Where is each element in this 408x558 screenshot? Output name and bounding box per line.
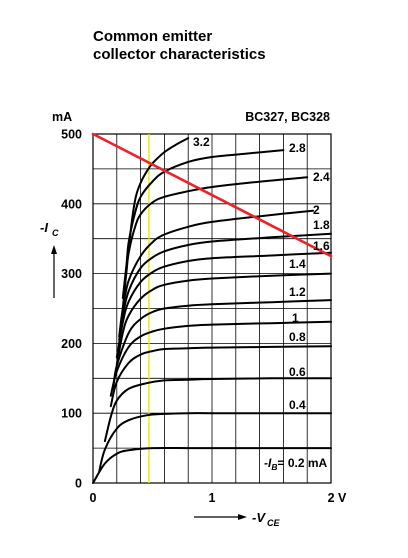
curve-ib-1-4 <box>115 272 332 366</box>
curve-ib-0-2 <box>92 446 332 484</box>
y-tick-label: 500 <box>61 128 82 142</box>
curve-ib-1-2 <box>112 299 332 390</box>
curve-label-ib-1-6: 1.6 <box>313 239 330 253</box>
curve-ib-0-4 <box>98 412 332 474</box>
y-tick-label: 0 <box>75 477 82 491</box>
curve-label-ib-1-8: 1.8 <box>313 218 330 232</box>
x-tick-label: 2 V <box>328 491 347 505</box>
y-unit-label: mA <box>52 110 72 124</box>
curve-label-ib-2-4: 2.4 <box>313 170 330 184</box>
curve-ib-0-6 <box>103 377 332 443</box>
x-tick-labels: 0 1 2 V <box>90 491 348 505</box>
x-tick-label: 0 <box>90 491 97 505</box>
x-tick-label: 1 <box>209 491 216 505</box>
x-axis-title: -V CE <box>194 510 280 528</box>
x-axis-subscript: CE <box>267 518 280 528</box>
y-tick-label: 200 <box>61 337 82 351</box>
curve-label-ib-0-4: 0.4 <box>289 398 306 412</box>
curve-label-ib-0-6: 0.6 <box>289 365 306 379</box>
y-axis-subscript: C <box>52 228 59 238</box>
x-axis-name: -V <box>252 510 266 525</box>
chart-title-line1: Common emitter <box>93 28 212 45</box>
curve-ib-1 <box>109 320 332 397</box>
load-line <box>91 132 333 258</box>
curve-labels: -IB= 0.2 mA 0.4 0.6 0.8 1 1.2 1.4 1.6 1.82 2.4 2.8… <box>193 135 330 472</box>
curve-ib-0-8 <box>109 345 332 408</box>
curve-label-ib-0-2: -IB= 0.2 mA <box>264 456 328 472</box>
curve-label-ib-2: 2 <box>313 203 320 217</box>
curve-ib-2 <box>118 209 315 338</box>
curve-label-ib-3-2: 3.2 <box>193 135 210 149</box>
curve-ib-3-2 <box>127 137 190 251</box>
y-tick-label: 400 <box>61 197 82 211</box>
curve-ib-1-8 <box>118 232 332 341</box>
grid-lines <box>93 134 331 483</box>
y-axis-name: -I <box>40 220 48 235</box>
curve-label-ib-2-8: 2.8 <box>289 141 306 155</box>
curve-ib-1-6 <box>115 251 332 359</box>
curve-label-ib-1-2: 1.2 <box>289 285 306 299</box>
curve-label-ib-1-4: 1.4 <box>289 257 306 271</box>
y-tick-label: 300 <box>61 267 82 281</box>
chart-title-line2: collector characteristics <box>93 46 266 63</box>
y-tick-label: 100 <box>61 407 82 421</box>
plot-border <box>92 133 332 484</box>
curve-label-ib-1: 1 <box>292 311 299 325</box>
device-label: BC327, BC328 <box>245 110 330 124</box>
y-tick-labels: 0 100 200 300 400 500 <box>61 128 82 491</box>
load-line-group <box>91 132 333 258</box>
characteristic-curves <box>92 137 332 484</box>
curve-label-ib-0-8: 0.8 <box>289 330 306 344</box>
plot-frame <box>92 133 332 484</box>
x-axis-arrow-head <box>238 514 247 520</box>
y-axis-title: -I C <box>40 220 59 298</box>
y-axis-arrow-head <box>51 245 57 254</box>
